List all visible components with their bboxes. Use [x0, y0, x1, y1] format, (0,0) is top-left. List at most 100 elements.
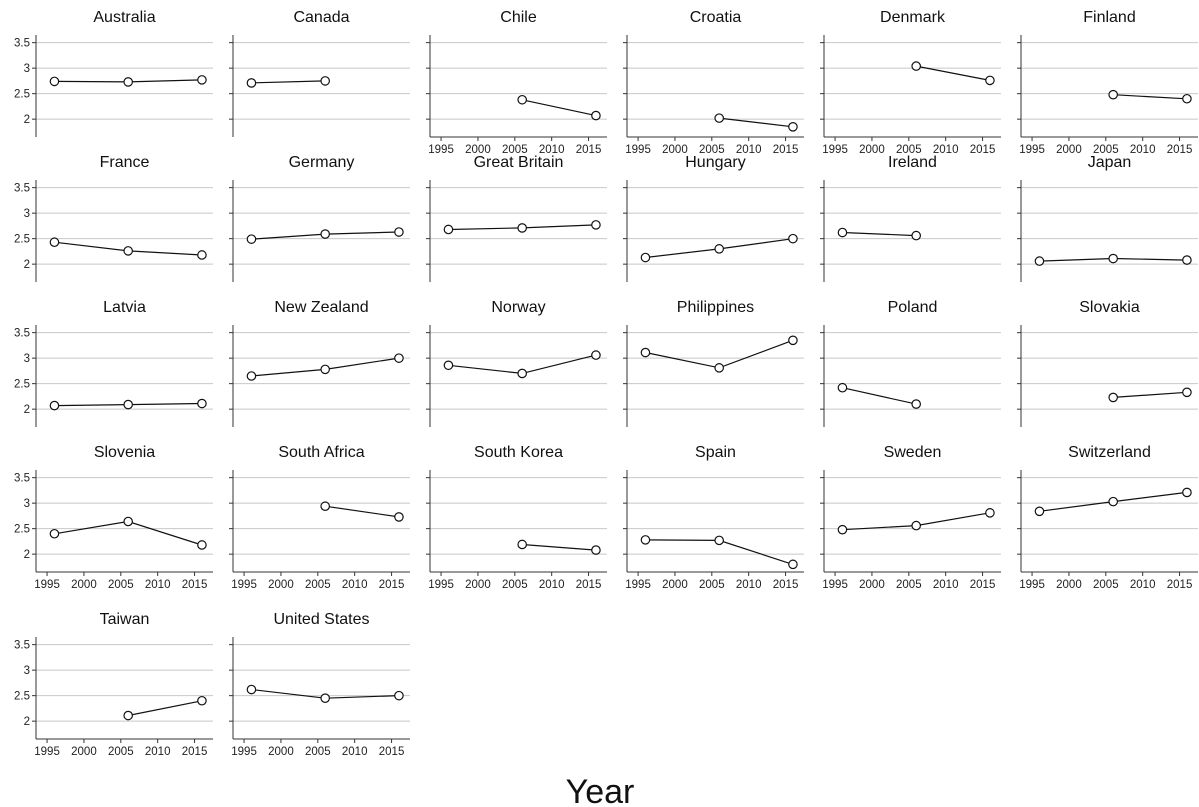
panel-new-zealand: New Zealand — [229, 299, 410, 427]
panel-title: South Korea — [474, 444, 563, 461]
x-tick-label: 2000 — [71, 579, 97, 591]
panel-title: Taiwan — [100, 611, 150, 628]
panel-title: Poland — [888, 299, 938, 316]
x-tick-label: 1995 — [625, 144, 651, 156]
data-point — [517, 223, 527, 233]
panel-croatia: 1995 2000 2005 2010 2015 Croatia — [623, 9, 804, 156]
x-tick-label: 2000 — [268, 579, 294, 591]
panel-poland: Poland — [820, 299, 1001, 427]
x-tick-label: 2000 — [465, 579, 491, 591]
data-point — [123, 246, 133, 256]
data-point — [1182, 487, 1192, 498]
x-tick-label: 2000 — [662, 144, 688, 156]
x-tick-label: 2000 — [1056, 579, 1082, 591]
data-point — [911, 61, 921, 71]
data-point — [1182, 387, 1192, 398]
data-point — [788, 122, 798, 132]
y-tick-label: 3 — [24, 353, 30, 365]
data-point — [985, 508, 995, 518]
x-tick-label: 1995 — [231, 746, 257, 758]
y-tick-label: 2 — [24, 549, 30, 561]
y-tick-label: 2.5 — [14, 234, 30, 246]
data-point — [49, 528, 60, 539]
data-point — [640, 252, 651, 263]
panel-title: Finland — [1083, 9, 1135, 26]
y-tick-label: 2.5 — [14, 379, 30, 391]
x-tick-label: 2010 — [539, 144, 565, 156]
x-tick-label: 2005 — [896, 144, 922, 156]
x-tick-label: 2015 — [1167, 144, 1193, 156]
panel-spain: 1995 2000 2005 2010 2015 Spain — [623, 444, 804, 591]
y-tick-label: 3.5 — [14, 640, 30, 652]
x-tick-label: 2005 — [1093, 144, 1119, 156]
panel-title: United States — [273, 611, 369, 628]
data-point — [591, 110, 601, 121]
data-point — [911, 230, 921, 241]
x-tick-label: 2010 — [736, 579, 762, 591]
y-tick-label: 2.5 — [14, 89, 30, 101]
x-tick-label: 2005 — [305, 746, 331, 758]
panel-slovenia: 2 2.5 3 3.5 1995 2000 2005 2010 2015 Slovenia — [14, 444, 213, 591]
data-point — [320, 229, 330, 239]
data-point — [788, 335, 798, 346]
panel-australia: 2 2.5 3 3.5 Australia — [14, 9, 213, 137]
x-tick-label: 2015 — [970, 579, 996, 591]
panel-title: Switzerland — [1068, 444, 1151, 461]
x-tick-label: 2010 — [1130, 579, 1156, 591]
panel-germany: Germany — [229, 154, 410, 282]
data-point — [246, 234, 257, 244]
x-tick-label: 1995 — [625, 579, 651, 591]
data-point — [640, 535, 651, 545]
x-tick-label: 1995 — [1019, 579, 1045, 591]
data-point — [123, 516, 133, 527]
x-tick-label: 2000 — [268, 746, 294, 758]
x-tick-label: 2010 — [539, 579, 565, 591]
x-tick-label: 2010 — [1130, 144, 1156, 156]
panel-title: South Africa — [278, 444, 364, 461]
panel-title: New Zealand — [274, 299, 368, 316]
panel-title: Japan — [1088, 154, 1132, 171]
x-tick-label: 2015 — [379, 746, 405, 758]
x-tick-label: 2000 — [465, 144, 491, 156]
panel-united-states: 1995 2000 2005 2010 2015 United States — [229, 611, 410, 758]
data-point — [320, 693, 330, 703]
data-point — [591, 220, 601, 230]
x-tick-label: 2000 — [1056, 144, 1082, 156]
panel-title: Germany — [289, 154, 355, 171]
panel-title: Norway — [491, 299, 545, 316]
data-point — [197, 398, 207, 409]
panel-canada: Canada — [229, 9, 410, 137]
x-tick-label: 1995 — [428, 579, 454, 591]
data-point — [1108, 392, 1118, 403]
panel-south-korea: 1995 2000 2005 2010 2015 South Korea — [426, 444, 607, 591]
data-point — [246, 684, 257, 695]
y-tick-label: 3.5 — [14, 328, 30, 340]
data-point — [837, 227, 848, 238]
data-point — [1182, 93, 1192, 104]
panel-title: Slovakia — [1079, 299, 1140, 316]
data-point — [197, 695, 207, 706]
panel-hungary: Hungary — [623, 154, 804, 282]
data-point — [591, 545, 601, 555]
panel-philippines: Philippines — [623, 299, 804, 427]
x-tick-label: 2015 — [379, 579, 405, 591]
y-tick-label: 2 — [24, 259, 30, 271]
data-point — [49, 76, 60, 87]
data-point — [640, 347, 651, 358]
data-point — [517, 539, 527, 550]
x-tick-label: 2005 — [108, 746, 134, 758]
panel-title: Chile — [500, 9, 537, 26]
data-point — [714, 363, 724, 373]
x-tick-label: 1995 — [822, 579, 848, 591]
panel-taiwan: 2 2.5 3 3.5 1995 2000 2005 2010 2015 Taiwan — [14, 611, 213, 758]
x-tick-label: 2000 — [859, 144, 885, 156]
x-tick-label: 2015 — [773, 144, 799, 156]
y-tick-label: 3.5 — [14, 183, 30, 195]
data-point — [197, 75, 207, 85]
data-point — [443, 360, 454, 371]
y-tick-label: 3.5 — [14, 38, 30, 50]
y-tick-label: 2 — [24, 716, 30, 728]
panel-sweden: 1995 2000 2005 2010 2015 Sweden — [820, 444, 1001, 591]
data-point — [394, 512, 404, 522]
data-point — [517, 368, 527, 379]
